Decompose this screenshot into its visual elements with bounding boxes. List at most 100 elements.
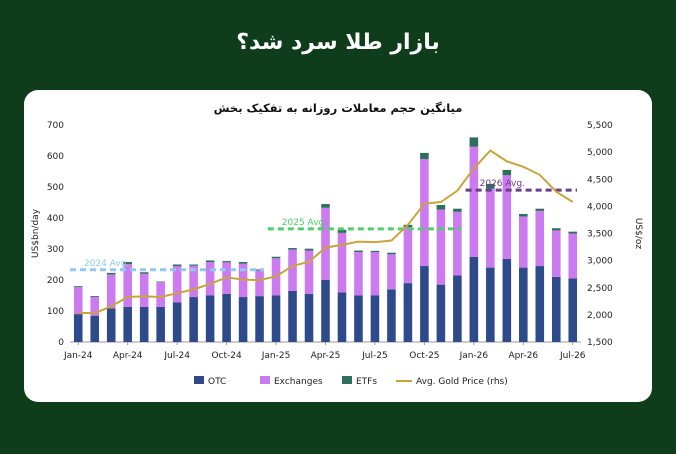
bar-exchanges [551,230,561,277]
bar-otc [288,290,297,342]
bar-etfs [238,262,248,264]
bar-otc [156,306,165,342]
legend-label: ETFs [356,377,377,387]
bar-exchanges [370,252,380,296]
bar-exchanges [139,273,149,307]
bar-etfs [288,248,297,250]
bar-etfs [73,286,83,288]
y-tick-label: 100 [47,307,64,317]
y2-tick-label: 5,000 [587,148,613,158]
legend-swatch [260,376,270,384]
gold-price-line [78,149,574,315]
bar-exchanges [502,175,512,259]
bar-otc [271,295,281,342]
y2-tick-label: 4,500 [587,175,613,185]
x-tick-label: Jul-24 [163,351,190,361]
average-annotations: 2024 Avg. 2025 Avg. 2026 Avg. [70,179,577,272]
bar-exchanges [288,249,297,291]
legend: OTC Exchanges ETFs Avg. Gold Price (rhs) [194,376,508,387]
bar-exchanges [387,254,396,290]
y-tick-label: 200 [47,276,64,286]
average-label: 2026 Avg. [480,179,525,189]
bar-otc [535,266,545,342]
bar-exchanges [255,270,264,297]
x-tick-label: Apr-25 [311,351,341,361]
bar-etfs [189,264,198,266]
bar-etfs [568,231,578,234]
bar-etfs [436,204,446,210]
bar-exchanges [354,252,363,296]
y2-tick-label: 3,500 [587,230,613,240]
bar-otc [568,278,578,342]
y-tick-label: 600 [47,152,64,162]
bar-otc [436,284,446,342]
bar-exchanges [486,188,495,268]
y-tick-label: 300 [47,245,64,255]
legend-swatch [194,376,204,384]
bar-etfs [354,250,363,253]
volume-chart: میانگین حجم معاملات روزانه به تفکیک بخش … [31,101,643,387]
bar-etfs [304,248,314,251]
chart-panel: میانگین حجم معاملات روزانه به تفکیک بخش … [24,90,652,402]
bar-etfs [486,183,495,189]
bar-etfs [271,256,281,259]
x-tick-label: Oct-25 [409,351,439,361]
average-label: 2024 Avg. [84,259,129,269]
bar-exchanges [90,297,100,316]
bar-otc [551,276,561,342]
y2-tick-label: 2,500 [587,284,613,294]
bar-exchanges [304,250,314,294]
bar-etfs [255,269,264,271]
bar-etfs [337,229,347,233]
bar-etfs [90,296,100,298]
average-label: 2025 Avg. [282,218,327,228]
y-tick-label: 0 [58,338,64,348]
bar-exchanges [568,233,578,279]
bar-exchanges [535,210,545,267]
y-tick-label: 400 [47,214,64,224]
bar-exchanges [189,265,198,298]
x-tick-label: Apr-24 [113,351,143,361]
bar-etfs [535,208,545,211]
bar-otc [139,306,149,342]
bar-otc [337,292,347,342]
bar-etfs [502,169,512,176]
headline: بازار طلا سرد شد؟ [236,30,440,55]
y2-tick-label: 4,000 [587,202,613,212]
bar-etfs [172,264,182,267]
y2-tick-label: 1,500 [587,338,613,348]
bar-exchanges [73,287,83,315]
bar-exchanges [123,264,132,307]
bar-otc [172,302,182,342]
bar-etfs [106,272,116,275]
bar-exchanges [519,216,528,268]
bar-otc [222,293,231,342]
y-axis-label: US$bn/day [31,208,41,258]
bar-exchanges [106,274,116,309]
legend-label: Exchanges [274,377,323,387]
bar-exchanges [469,146,479,257]
bar-otc [90,315,100,342]
bar-otc [469,256,479,342]
bar-exchanges [420,159,429,267]
bar-otc [255,296,264,342]
bar-otc [486,267,495,342]
bar-otc [123,306,132,342]
bar-etfs [205,260,215,263]
bar-etfs [453,208,462,212]
legend-swatch [342,376,352,384]
bar-otc [106,308,116,342]
bar-otc [420,266,429,342]
bar-exchanges [205,262,215,296]
axes: 0 100 200 300 400 500 600 700 1,500 2,000 2,500 3,0… [31,121,643,361]
x-tick-label: Jan-26 [459,351,489,361]
bar-etfs [156,281,165,283]
bar-etfs [123,262,132,265]
bar-exchanges [172,266,182,303]
y2-tick-label: 2,000 [587,311,613,321]
bar-otc [403,283,413,342]
bar-etfs [387,252,396,255]
bar-exchanges [403,227,413,284]
gold-price-polyline [78,149,574,315]
bar-etfs [139,272,149,274]
